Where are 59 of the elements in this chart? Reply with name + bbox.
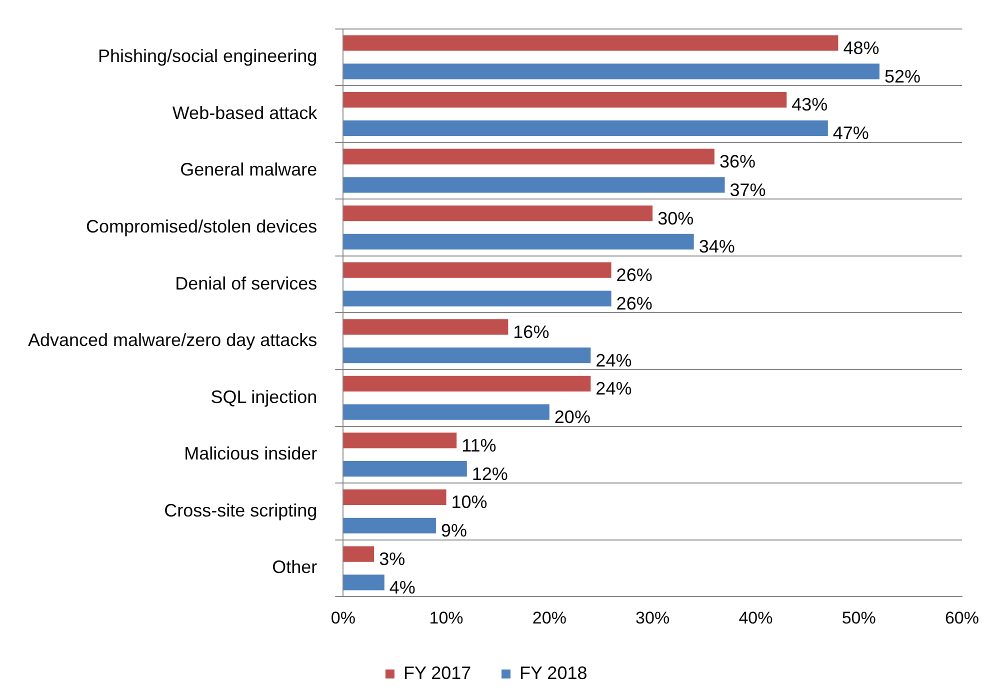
data-label: 3%	[379, 548, 406, 569]
y-tick-label: Advanced malware/zero day attacks	[28, 330, 318, 350]
bar	[343, 290, 612, 306]
data-label: 43%	[792, 94, 828, 115]
y-tick-label: SQL injection	[210, 386, 318, 407]
bar	[343, 177, 725, 193]
data-label: 34%	[698, 236, 735, 257]
bar	[343, 64, 880, 80]
data-label: 9%	[440, 520, 467, 541]
data-label: 4%	[389, 577, 416, 598]
x-tick-label: 10%	[429, 608, 464, 628]
bar	[343, 518, 436, 534]
bar	[343, 206, 653, 222]
x-tick-label: 30%	[636, 608, 670, 628]
bar	[343, 120, 828, 136]
bar	[343, 432, 457, 448]
bar	[343, 376, 591, 392]
data-label: 48%	[843, 38, 880, 58]
data-label: 11%	[462, 435, 496, 456]
y-tick-label: General malware	[180, 160, 318, 180]
y-tick-label: Malicious insider	[184, 444, 318, 464]
legend-label: FY 2017	[403, 662, 472, 683]
data-label: 47%	[832, 123, 869, 144]
data-label: 26%	[616, 265, 652, 286]
bar	[343, 546, 374, 562]
data-label: 10%	[451, 492, 488, 512]
bar	[343, 347, 591, 364]
bar	[343, 404, 550, 420]
y-tick-label: Phishing/social engineering	[98, 46, 318, 66]
bar	[343, 148, 714, 164]
bar	[343, 319, 508, 335]
x-tick-label: 20%	[532, 608, 566, 628]
data-label: 26%	[616, 293, 652, 314]
legend-label: FY 2018	[520, 662, 588, 683]
x-tick-label: 50%	[842, 608, 876, 628]
x-tick-label: 40%	[738, 608, 773, 628]
data-label: 52%	[884, 66, 921, 86]
y-tick-label: Compromised/stolen devices	[86, 216, 318, 236]
data-label: 24%	[596, 378, 632, 399]
data-label: 20%	[554, 407, 590, 428]
bar	[343, 92, 787, 108]
data-label: 12%	[472, 464, 508, 484]
x-tick-label: 0%	[330, 608, 356, 628]
bar	[343, 35, 838, 51]
y-tick-label: Web-based attack	[172, 102, 318, 123]
y-tick-label: Other	[272, 557, 318, 578]
data-label: 36%	[719, 152, 756, 172]
bar	[343, 262, 612, 278]
bar	[343, 461, 467, 477]
bar	[343, 574, 384, 590]
data-label: 37%	[730, 180, 766, 200]
data-label: 30%	[658, 208, 694, 228]
y-tick-label: Denial of services	[175, 273, 318, 294]
x-tick-label: 60%	[944, 608, 980, 628]
bar	[343, 489, 446, 506]
y-tick-label: Cross-site scripting	[164, 500, 318, 520]
bar	[343, 234, 694, 250]
data-label: 24%	[596, 350, 632, 370]
data-label: 16%	[513, 322, 550, 342]
